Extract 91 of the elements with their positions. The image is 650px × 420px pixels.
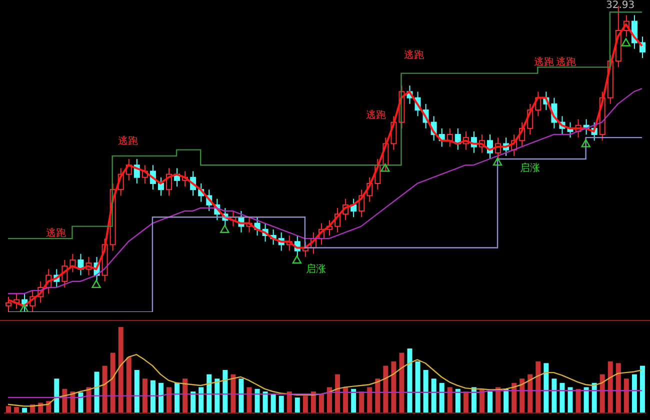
bar: [214, 378, 220, 413]
bar: [318, 394, 324, 413]
bar: [351, 388, 356, 413]
bar: [488, 392, 492, 413]
bar: [6, 406, 11, 413]
candlestick: [158, 176, 164, 196]
bar: [504, 388, 509, 413]
bar: [190, 392, 196, 413]
point: [581, 139, 590, 148]
bar: [528, 374, 533, 413]
point: [492, 157, 502, 166]
bar: [110, 352, 116, 413]
bar: [600, 374, 605, 413]
bar: [496, 387, 501, 413]
bar: [294, 398, 300, 413]
bar: [423, 370, 428, 413]
bar: [278, 396, 284, 413]
bar: [126, 357, 132, 413]
bar: [512, 382, 517, 413]
bar: [375, 378, 380, 413]
bar: [463, 392, 468, 413]
bar: [174, 382, 180, 413]
bar: [14, 406, 20, 413]
annotation: 启涨: [520, 163, 540, 175]
bar: [367, 387, 372, 413]
bar: [552, 378, 557, 413]
bar: [568, 387, 573, 413]
point: [621, 38, 631, 46]
annotation: 逃跑: [534, 57, 554, 69]
bar: [246, 387, 252, 413]
bar: [327, 387, 332, 413]
bar: [383, 366, 388, 413]
bar: [158, 382, 164, 413]
bar: [415, 361, 420, 413]
bar: [222, 370, 228, 413]
bar: [624, 378, 629, 413]
annotation: 逃跑: [556, 57, 576, 69]
bar: [262, 392, 268, 413]
bar: [407, 348, 412, 413]
bar: [198, 387, 204, 413]
bar: [254, 388, 260, 413]
annotation: 逃跑: [404, 50, 424, 62]
bar: [640, 366, 645, 413]
bar: [78, 392, 84, 413]
bar: [608, 361, 613, 413]
bar: [584, 387, 589, 413]
annotation: 逃跑: [46, 228, 66, 240]
point: [292, 255, 302, 264]
annotation: 32.93: [606, 0, 635, 12]
bar: [479, 388, 484, 413]
bar: [391, 361, 396, 413]
bar: [182, 378, 188, 413]
point: [92, 280, 101, 288]
bar: [286, 392, 292, 413]
bar: [632, 374, 637, 413]
bar: [439, 382, 444, 413]
bar: [431, 378, 436, 413]
point: [220, 224, 230, 233]
bar: [616, 363, 621, 413]
candlestick: [639, 36, 646, 59]
annotation: 启涨: [306, 264, 326, 276]
point: [19, 304, 29, 312]
bar: [94, 372, 100, 413]
candlestick: [6, 296, 12, 312]
bar: [399, 352, 404, 413]
bar: [118, 327, 124, 413]
bar: [544, 363, 549, 413]
bar: [343, 387, 348, 413]
bar: [54, 378, 60, 413]
bar: [359, 392, 364, 413]
bar: [230, 374, 236, 413]
bar: [238, 378, 244, 413]
bar: [560, 382, 565, 413]
bar: [520, 378, 525, 413]
bar: [455, 388, 460, 413]
bar: [134, 370, 140, 413]
bar: [536, 361, 541, 413]
bar: [576, 388, 581, 413]
bar: [166, 387, 172, 413]
bar: [447, 387, 452, 413]
bar: [592, 382, 597, 413]
bar: [102, 366, 108, 413]
bar: [270, 394, 276, 413]
bar: [335, 374, 340, 413]
annotation: 逃跑: [118, 136, 138, 148]
annotation: 逃跑: [366, 110, 386, 122]
bar: [142, 378, 148, 413]
bar: [206, 374, 212, 413]
bar: [302, 396, 308, 413]
bar: [150, 380, 156, 413]
point: [380, 164, 390, 172]
